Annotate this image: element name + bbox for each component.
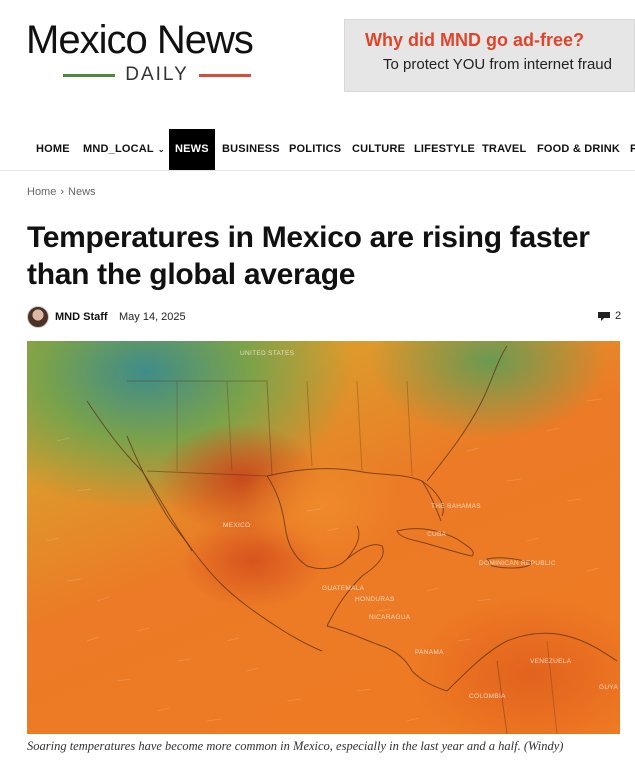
nav-item-food-drink[interactable]: FOOD & DRINK	[537, 143, 621, 155]
image-caption: Soaring temperatures have become more co…	[27, 739, 564, 753]
article-hero-image: UNITED STATES MEXICO THE BAHAMAS CUBA DO…	[27, 341, 620, 734]
map-label-dominican: DOMINICAN REPUBLIC	[479, 560, 556, 567]
breadcrumb-home[interactable]: Home	[27, 186, 57, 198]
nav-item-travel[interactable]: TRAVEL	[482, 143, 527, 155]
ad-subtitle: To protect YOU from internet fraud	[383, 56, 612, 73]
logo-subtitle: DAILY	[125, 64, 189, 85]
map-label-nicaragua: NICARAGUA	[369, 614, 411, 621]
article-title: Temperatures in Mexico are rising faster…	[27, 221, 590, 291]
breadcrumb: Home › News	[27, 186, 96, 198]
nav-item-news[interactable]: NEWS	[169, 129, 215, 170]
comment-count: 2	[615, 310, 622, 322]
author-avatar[interactable]	[27, 306, 49, 328]
nav-item-mnd-local-label: MND_LOCAL	[83, 143, 154, 155]
map-label-mexico: MEXICO	[223, 522, 250, 529]
comment-icon	[598, 311, 610, 321]
weather-map: UNITED STATES MEXICO THE BAHAMAS CUBA DO…	[27, 341, 620, 734]
nav-item-lifestyle[interactable]: LIFESTYLE	[414, 143, 476, 155]
main-nav: HOME MND_LOCAL ⌄ NEWS BUSINESS POLITICS C…	[0, 129, 635, 171]
ad-title: Why did MND go ad-free?	[365, 30, 584, 50]
map-label-honduras: HONDURAS	[355, 596, 395, 603]
site-logo[interactable]: Mexico News DAILY	[26, 18, 288, 90]
chevron-down-icon: ⌄	[157, 145, 165, 154]
map-label-venezuela: VENEZUELA	[530, 658, 572, 665]
map-label-united-states: UNITED STATES	[240, 350, 295, 357]
map-label-bahamas: THE BAHAMAS	[431, 503, 481, 510]
logo-title: Mexico News	[26, 18, 254, 62]
map-label-panama: PANAMA	[415, 649, 444, 656]
nav-item-home[interactable]: HOME	[36, 143, 70, 155]
logo-red-line	[198, 73, 251, 77]
breadcrumb-news[interactable]: News	[68, 186, 96, 198]
ad-banner[interactable]: Why did MND go ad-free? To protect YOU f…	[344, 19, 635, 92]
logo-green-line	[63, 73, 116, 77]
map-label-guatemala: GUATEMALA	[322, 585, 365, 592]
breadcrumb-separator: ›	[60, 186, 65, 198]
nav-item-overflow[interactable]: F	[630, 143, 635, 155]
nav-item-mnd-local[interactable]: MND_LOCAL ⌄	[83, 129, 165, 170]
nav-item-culture[interactable]: CULTURE	[352, 143, 406, 155]
map-label-colombia: COLOMBIA	[469, 693, 506, 700]
comments-link[interactable]: 2	[598, 310, 621, 322]
publish-date: May 14, 2025	[119, 311, 186, 323]
nav-item-politics[interactable]: POLITICS	[289, 143, 342, 155]
logo-subtitle-row: DAILY	[26, 64, 288, 86]
nav-item-business[interactable]: BUSINESS	[222, 143, 280, 155]
author-name[interactable]: MND Staff	[55, 311, 108, 323]
map-label-guyana: GUYA	[599, 684, 619, 691]
map-label-cuba: CUBA	[427, 531, 447, 538]
